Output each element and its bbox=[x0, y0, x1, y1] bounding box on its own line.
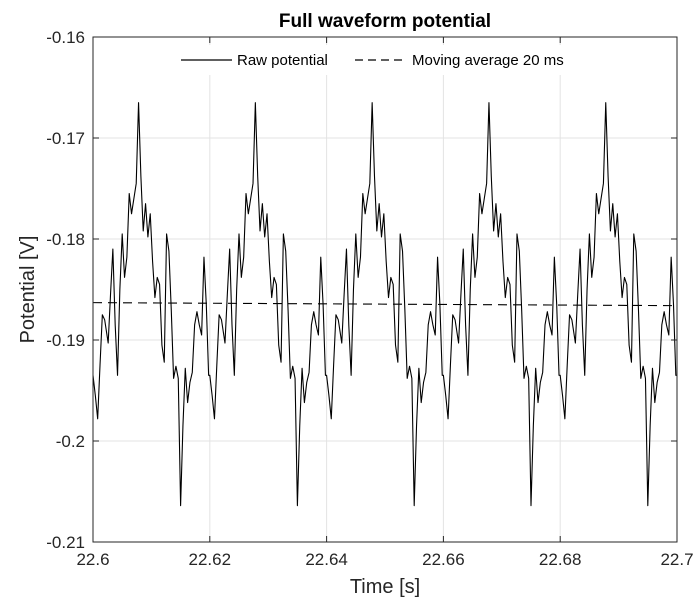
y-tick-label: -0.19 bbox=[46, 331, 85, 350]
series-line-moving-average bbox=[92, 302, 678, 307]
y-tick-label: -0.2 bbox=[56, 432, 85, 451]
chart-title: Full waveform potential bbox=[279, 11, 491, 32]
x-axis-title: Time [s] bbox=[350, 576, 420, 598]
series-line-raw-potential bbox=[92, 102, 677, 507]
y-tick-label: -0.16 bbox=[46, 28, 85, 47]
y-tick-label: -0.17 bbox=[46, 129, 85, 148]
x-tick-label: 22.64 bbox=[305, 550, 348, 569]
y-tick-label: -0.18 bbox=[46, 230, 85, 249]
x-tick-label: 22.6 bbox=[76, 550, 109, 569]
ticks: 22.6 22.62 22.64 22.66 22.68 22.7 -0.21 -0.2 -0.… bbox=[46, 28, 693, 569]
y-axis-title: Potential [V] bbox=[17, 236, 39, 344]
x-tick-label: 22.62 bbox=[189, 550, 232, 569]
y-tick-label: -0.21 bbox=[46, 533, 85, 552]
plot-area-frame bbox=[92, 36, 678, 543]
legend-label-moving-average: Moving average 20 ms bbox=[412, 52, 564, 69]
x-tick-label: 22.66 bbox=[422, 550, 465, 569]
legend: Raw potential Moving average 20 ms bbox=[172, 45, 600, 75]
x-tick-label: 22.68 bbox=[539, 550, 582, 569]
legend-label-raw-potential: Raw potential bbox=[237, 52, 328, 69]
x-tick-label: 22.7 bbox=[660, 550, 693, 569]
series-layer bbox=[92, 102, 678, 507]
